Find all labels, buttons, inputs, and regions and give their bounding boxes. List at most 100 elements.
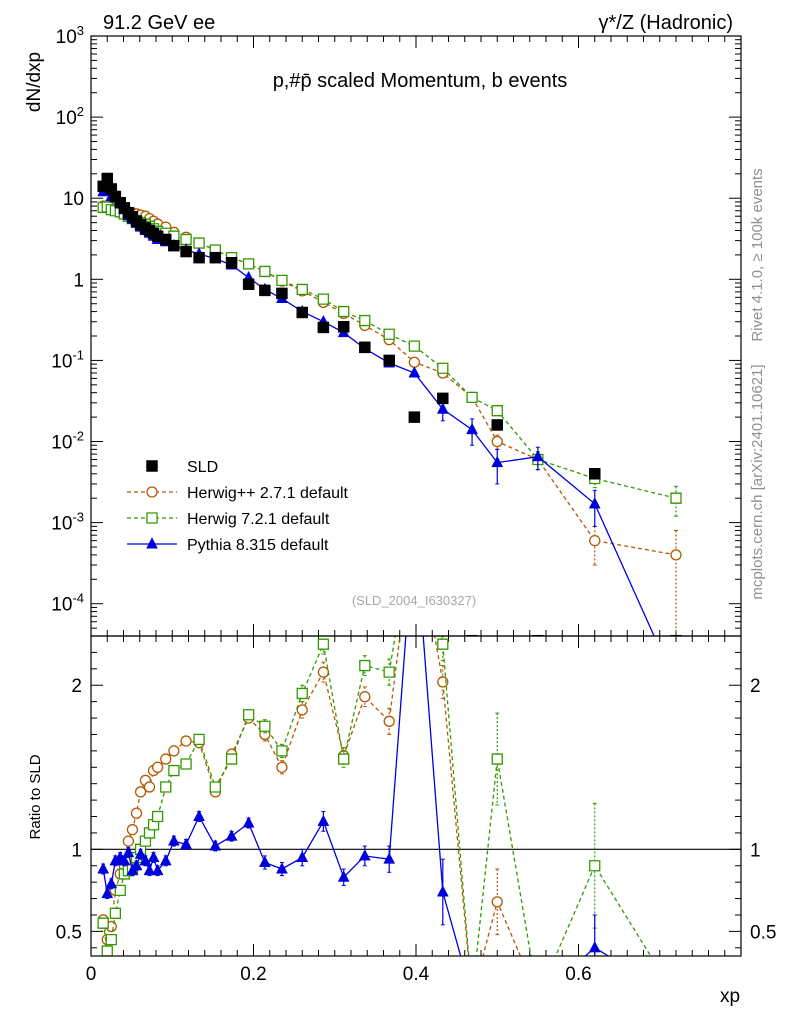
ratio-point-herwig-2-7-1-default: [180, 735, 192, 747]
ratio-point-pythia-8-315-default: [317, 814, 330, 826]
main-panel-axes: 10-4 10-3 10-2 10-1 1 10 102 103: [51, 23, 742, 637]
ratio-point-herwig-7-2-1-default: [101, 945, 113, 956]
legend-marker-sld: [146, 460, 158, 472]
mcplots-label: mcplots.cern.ch [arXiv:2401.10621]: [749, 364, 766, 599]
ratio-point-herwig-2-7-1-default: [467, 992, 477, 1002]
main-y-tick-label: 10-4: [51, 591, 84, 616]
ratio-point-pythia-8-315-default: [134, 847, 147, 859]
main-point-sld: [101, 172, 113, 185]
ratio-y-tick-label: 0.5: [56, 922, 82, 943]
ratio-point-herwig-7-2-1-default: [105, 933, 117, 946]
main-point-pythia-8-315-default: [531, 449, 544, 462]
analysis-watermark: (SLD_2004_I630327): [352, 593, 476, 608]
ratio-point-pythia-8-315-default: [143, 863, 156, 876]
ratio-point-pythia-8-315-default: [130, 858, 143, 871]
ratio-point-herwig-7-2-1-default: [259, 720, 271, 732]
ratio-point-herwig-7-2-1-default: [225, 753, 238, 765]
x-tick-label: 0.4: [403, 964, 430, 985]
legend-label-herwig-2-7-1-default: Herwig++ 2.7.1 default: [187, 485, 349, 502]
main-panel-series: [97, 172, 682, 690]
ratio-point-herwig-7-2-1-default: [467, 992, 477, 1002]
main-point-herwig-2-7-1-default: [670, 549, 682, 561]
ratio-point-herwig-2-7-1-default: [317, 666, 330, 678]
main-point-sld: [259, 284, 271, 297]
main-y-tick-label: 102: [56, 104, 84, 129]
ratio-point-pythia-8-315-default: [383, 852, 396, 864]
main-point-pythia-8-315-default: [466, 422, 478, 435]
main-y-axis-label: dN/dxp: [24, 52, 45, 112]
main-point-sld: [383, 354, 395, 367]
ratio-point-herwig-2-7-1-default: [130, 807, 143, 819]
ratio-point-herwig-7-2-1-default: [317, 638, 330, 650]
main-point-herwig-7-2-1-default: [296, 283, 308, 296]
main-point-sld: [337, 321, 350, 333]
main-point-sld: [589, 468, 601, 480]
ratio-point-pythia-8-315-default: [101, 886, 114, 899]
legend-marker-herwig-2-7-1-default: [146, 486, 158, 498]
ratio-point-pythia-8-315-default: [180, 837, 192, 849]
main-point-sld: [317, 321, 330, 334]
main-point-herwig-7-2-1-default: [242, 258, 255, 270]
main-y-tick-label: 10-3: [51, 510, 84, 535]
ratio-point-herwig-2-7-1-default: [134, 786, 147, 798]
ratio-point-pythia-8-315-default: [193, 809, 205, 822]
x-tick-label: 0.2: [240, 964, 266, 985]
ratio-point-pythia-8-315-default: [467, 991, 478, 1002]
ratio-point-herwig-7-2-1-default: [338, 753, 350, 765]
x-tick-label: 0: [86, 964, 97, 985]
ratio-point-herwig-2-7-1-default: [296, 704, 308, 716]
main-y-tick-label: 103: [56, 23, 84, 48]
ratio-point-herwig-7-2-1-default: [589, 860, 601, 872]
main-point-sld: [491, 419, 503, 431]
ratio-y-tick-label-right: 2: [750, 676, 761, 697]
ratio-point-herwig-7-2-1-default: [193, 733, 205, 746]
main-point-sld: [276, 287, 288, 300]
ratio-point-pythia-8-315-default: [97, 862, 110, 874]
main-point-sld: [193, 251, 205, 264]
ratio-point-pythia-8-315-default: [276, 862, 288, 874]
main-point-herwig-2-7-1-default: [408, 356, 421, 368]
ratio-point-pythia-8-315-default: [296, 850, 309, 863]
main-point-herwig-7-2-1-default: [437, 362, 449, 374]
main-y-tick-label: 1: [73, 270, 84, 291]
main-point-pythia-8-315-default: [671, 679, 682, 690]
main-point-sld: [209, 251, 222, 264]
ratio-point-herwig-7-2-1-default: [180, 758, 192, 770]
ratio-point-herwig-2-7-1-default: [160, 753, 172, 765]
ratio-point-pythia-8-315-default: [225, 829, 238, 841]
ratio-y-axis-label: Ratio to SLD: [27, 754, 44, 839]
ratio-point-pythia-8-315-default: [147, 850, 160, 863]
ratio-point-pythia-8-315-default: [532, 991, 543, 1002]
main-point-pythia-8-315-default: [408, 366, 421, 378]
main-point-herwig-7-2-1-default: [408, 340, 421, 352]
main-point-sld: [242, 278, 255, 290]
ratio-point-herwig-7-2-1-default: [168, 764, 180, 777]
ratio-panel-series: [97, 636, 682, 1002]
ratio-point-pythia-8-315-default: [105, 877, 118, 889]
ratio-point-herwig-7-2-1-default: [533, 992, 543, 1002]
header-right: γ*/Z (Hadronic): [599, 12, 733, 34]
ratio-point-herwig-2-7-1-default: [143, 781, 156, 793]
ratio-point-pythia-8-315-default: [258, 855, 271, 867]
main-point-pythia-8-315-default: [588, 497, 601, 509]
ratio-point-herwig-2-7-1-default: [671, 992, 681, 1002]
main-point-sld: [296, 306, 308, 319]
ratio-point-pythia-8-315-default: [671, 991, 682, 1002]
ratio-point-herwig-2-7-1-default: [151, 761, 164, 773]
ratio-point-herwig-7-2-1-default: [491, 753, 503, 765]
ratio-y-tick-label: 2: [71, 676, 82, 697]
ratio-point-herwig-2-7-1-default: [168, 745, 180, 757]
ratio-y-tick-label-right: 1: [750, 840, 761, 861]
ratio-point-pythia-8-315-default: [118, 854, 131, 866]
ratio-point-pythia-8-315-default: [209, 839, 222, 851]
x-axis-label: xp: [720, 986, 740, 1007]
main-point-sld: [532, 634, 544, 636]
main-point-herwig-7-2-1-default: [359, 314, 371, 327]
main-point-sld: [408, 411, 421, 423]
main-plot-title: p,#p̄ scaled Momentum, b events: [273, 70, 568, 92]
ratio-point-herwig-7-2-1-default: [437, 638, 449, 650]
ratio-point-herwig-7-2-1-default: [209, 781, 221, 793]
main-point-herwig-7-2-1-default: [466, 391, 478, 404]
legend-label-pythia-8-315-default: Pythia 8.315 default: [187, 537, 329, 554]
main-point-pythia-8-315-default: [491, 455, 504, 468]
